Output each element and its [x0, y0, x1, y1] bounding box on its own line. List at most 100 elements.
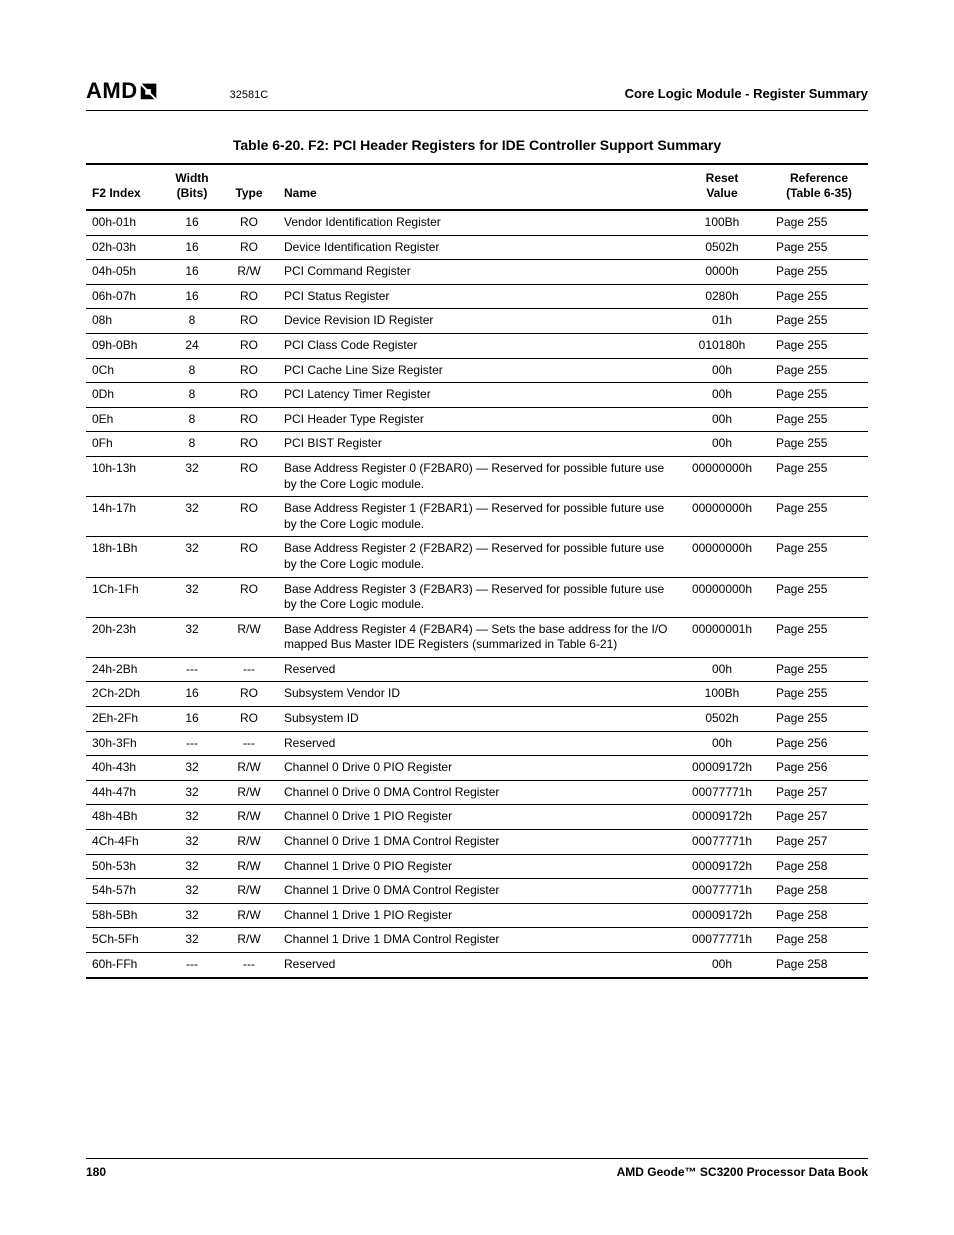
cell-index: 04h-05h [86, 260, 164, 285]
cell-name: Channel 1 Drive 1 PIO Register [278, 903, 674, 928]
cell-reset: 00h [674, 358, 770, 383]
cell-width: 16 [164, 707, 220, 732]
table-row: 02h-03h16RODevice Identification Registe… [86, 235, 868, 260]
cell-index: 1Ch-1Fh [86, 577, 164, 617]
col-reset-l1: Reset [706, 171, 739, 185]
cell-ref: Page 255 [770, 383, 868, 408]
cell-index: 06h-07h [86, 284, 164, 309]
cell-name: PCI Class Code Register [278, 333, 674, 358]
cell-type: RO [220, 383, 278, 408]
table-row: 0Fh8ROPCI BIST Register00hPage 255 [86, 432, 868, 457]
cell-type: R/W [220, 830, 278, 855]
cell-ref: Page 258 [770, 953, 868, 978]
cell-type: RO [220, 235, 278, 260]
cell-width: 32 [164, 617, 220, 657]
cell-width: 16 [164, 284, 220, 309]
cell-reset: 00009172h [674, 805, 770, 830]
cell-width: 8 [164, 309, 220, 334]
cell-reset: 00077771h [674, 780, 770, 805]
cell-type: R/W [220, 780, 278, 805]
cell-reset: 00009172h [674, 903, 770, 928]
cell-name: Subsystem Vendor ID [278, 682, 674, 707]
cell-name: Vendor Identification Register [278, 210, 674, 235]
cell-name: Channel 1 Drive 1 DMA Control Register [278, 928, 674, 953]
cell-reset: 00077771h [674, 928, 770, 953]
cell-name: Device Identification Register [278, 235, 674, 260]
col-width: Width (Bits) [164, 164, 220, 210]
table-row: 40h-43h32R/WChannel 0 Drive 0 PIO Regist… [86, 756, 868, 781]
cell-width: --- [164, 953, 220, 978]
table-row: 1Ch-1Fh32ROBase Address Register 3 (F2BA… [86, 577, 868, 617]
cell-reset: 00000000h [674, 497, 770, 537]
cell-name: Channel 1 Drive 0 DMA Control Register [278, 879, 674, 904]
cell-reset: 0502h [674, 707, 770, 732]
cell-name: PCI Latency Timer Register [278, 383, 674, 408]
cell-type: R/W [220, 805, 278, 830]
col-ref: Reference (Table 6-35) [770, 164, 868, 210]
cell-ref: Page 255 [770, 358, 868, 383]
cell-width: --- [164, 657, 220, 682]
cell-ref: Page 255 [770, 497, 868, 537]
cell-ref: Page 255 [770, 407, 868, 432]
table-row: 24h-2Bh------Reserved00hPage 255 [86, 657, 868, 682]
cell-type: R/W [220, 854, 278, 879]
cell-width: 32 [164, 879, 220, 904]
cell-type: RO [220, 358, 278, 383]
cell-width: 8 [164, 432, 220, 457]
cell-width: 32 [164, 903, 220, 928]
cell-index: 2Eh-2Fh [86, 707, 164, 732]
cell-name: Channel 0 Drive 1 DMA Control Register [278, 830, 674, 855]
cell-index: 50h-53h [86, 854, 164, 879]
register-table: F2 Index Width (Bits) Type Name Reset Va… [86, 163, 868, 979]
cell-reset: 0280h [674, 284, 770, 309]
cell-index: 18h-1Bh [86, 537, 164, 577]
table-row: 06h-07h16ROPCI Status Register0280hPage … [86, 284, 868, 309]
cell-width: 32 [164, 830, 220, 855]
col-reset-l2: Value [706, 186, 737, 200]
table-row: 14h-17h32ROBase Address Register 1 (F2BA… [86, 497, 868, 537]
cell-name: Base Address Register 4 (F2BAR4) — Sets … [278, 617, 674, 657]
table-header-row: F2 Index Width (Bits) Type Name Reset Va… [86, 164, 868, 210]
cell-ref: Page 255 [770, 456, 868, 496]
cell-type: RO [220, 456, 278, 496]
cell-ref: Page 255 [770, 682, 868, 707]
cell-width: 32 [164, 537, 220, 577]
cell-index: 60h-FFh [86, 953, 164, 978]
amd-arrow-icon [138, 80, 160, 102]
cell-type: RO [220, 682, 278, 707]
cell-reset: 00h [674, 407, 770, 432]
table-row: 4Ch-4Fh32R/WChannel 0 Drive 1 DMA Contro… [86, 830, 868, 855]
cell-index: 40h-43h [86, 756, 164, 781]
cell-index: 08h [86, 309, 164, 334]
cell-reset: 00009172h [674, 854, 770, 879]
cell-ref: Page 255 [770, 617, 868, 657]
cell-ref: Page 258 [770, 854, 868, 879]
cell-ref: Page 255 [770, 577, 868, 617]
page-header: AMD 32581C Core Logic Module - Register … [86, 76, 868, 111]
cell-reset: 00h [674, 657, 770, 682]
cell-type: R/W [220, 928, 278, 953]
cell-name: PCI Header Type Register [278, 407, 674, 432]
cell-type: R/W [220, 260, 278, 285]
table-row: 30h-3Fh------Reserved00hPage 256 [86, 731, 868, 756]
cell-width: 32 [164, 780, 220, 805]
table-row: 48h-4Bh32R/WChannel 0 Drive 1 PIO Regist… [86, 805, 868, 830]
table-row: 0Eh8ROPCI Header Type Register00hPage 25… [86, 407, 868, 432]
cell-reset: 00h [674, 383, 770, 408]
cell-width: 24 [164, 333, 220, 358]
cell-width: 16 [164, 210, 220, 235]
cell-type: RO [220, 497, 278, 537]
cell-ref: Page 258 [770, 879, 868, 904]
cell-name: Reserved [278, 731, 674, 756]
cell-name: Base Address Register 0 (F2BAR0) — Reser… [278, 456, 674, 496]
cell-ref: Page 255 [770, 657, 868, 682]
cell-name: Channel 0 Drive 1 PIO Register [278, 805, 674, 830]
col-type: Type [220, 164, 278, 210]
cell-name: Base Address Register 1 (F2BAR1) — Reser… [278, 497, 674, 537]
cell-reset: 00h [674, 731, 770, 756]
cell-name: PCI Status Register [278, 284, 674, 309]
cell-reset: 01h [674, 309, 770, 334]
cell-type: RO [220, 707, 278, 732]
table-row: 20h-23h32R/WBase Address Register 4 (F2B… [86, 617, 868, 657]
cell-type: R/W [220, 617, 278, 657]
